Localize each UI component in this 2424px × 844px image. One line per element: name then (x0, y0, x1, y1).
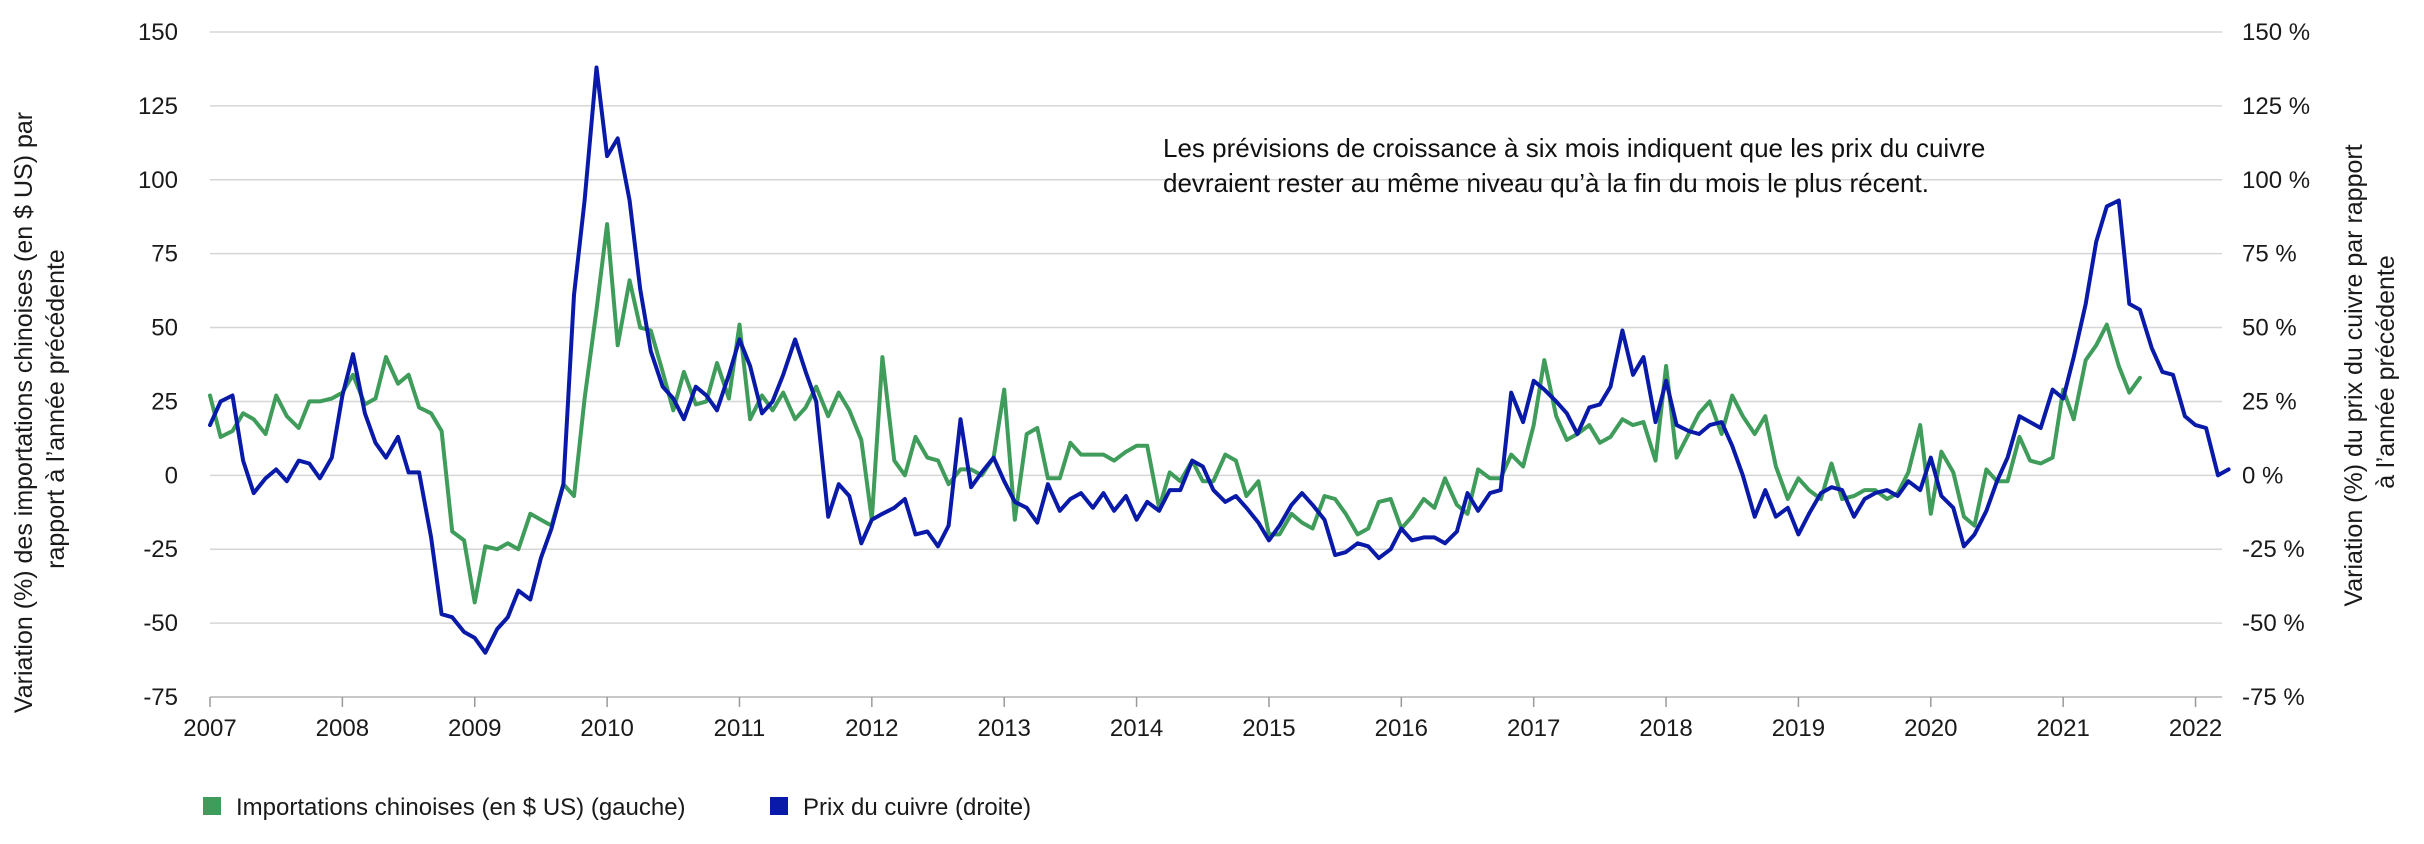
x-tick-label: 2020 (1904, 715, 1957, 742)
y-right-tick-label: 25 % (2242, 388, 2297, 415)
y-left-tick-label: 125 (138, 93, 178, 120)
y-left-tick-label: 75 (151, 241, 178, 268)
x-axis: 2007 2008 2009 2010 2011 2012 2013 2014 2015 2016… (183, 696, 2222, 742)
y-right-tick-label: 100 % (2242, 167, 2310, 194)
y-left-tick-label: -25 (143, 536, 178, 563)
y-right-tick-label: -75 % (2242, 684, 2305, 711)
x-tick-label: 2009 (448, 715, 501, 742)
y-left-tick-label: -50 (143, 610, 178, 637)
y-right-tick-label: -50 % (2242, 610, 2305, 637)
annotation-line-1: Les prévisions de croissance à six mois … (1163, 133, 1985, 163)
y-axis-right-title-line-1: Variation (%) du prix du cuivre par rapp… (2340, 144, 2368, 606)
y-left-tick-label: 25 (151, 388, 178, 415)
x-tick-label: 2012 (845, 715, 898, 742)
series-layer (208, 65, 2231, 655)
legend-label-importations: Importations chinoises (en $ US) (gauche… (236, 794, 686, 821)
gridlines (210, 31, 2222, 698)
x-tick-label: 2015 (1242, 715, 1295, 742)
x-tick-label: 2010 (580, 715, 633, 742)
x-tick-label: 2007 (183, 715, 236, 742)
x-tick-label: 2021 (2036, 715, 2089, 742)
y-axis-left-title: Variation (%) des importations chinoises… (10, 105, 70, 713)
y-right-tick-label: 50 % (2242, 315, 2297, 342)
y-axis-left: 150 125 100 75 50 25 0 -25 -50 -75 (138, 19, 178, 711)
y-right-tick-label: 150 % (2242, 19, 2310, 46)
y-right-tick-label: 0 % (2242, 462, 2283, 489)
y-axis-right-title: Variation (%) du prix du cuivre par rapp… (2340, 137, 2400, 606)
x-tick-label: 2014 (1110, 715, 1163, 742)
x-tick-label: 2017 (1507, 715, 1560, 742)
legend-label-cuivre: Prix du cuivre (droite) (803, 794, 1031, 821)
y-right-tick-label: 75 % (2242, 241, 2297, 268)
x-tick-label: 2013 (978, 715, 1031, 742)
annotation: Les prévisions de croissance à six mois … (1163, 133, 1993, 198)
x-tick-label: 2011 (714, 715, 766, 742)
x-tick-label: 2018 (1639, 715, 1692, 742)
x-tick-label: 2008 (316, 715, 369, 742)
legend: Importations chinoises (en $ US) (gauche… (203, 794, 1031, 821)
y-left-tick-label: 50 (151, 315, 178, 342)
series-line-importations (208, 222, 2142, 605)
legend-swatch-importations (203, 797, 221, 815)
x-tick-label: 2022 (2169, 715, 2222, 742)
y-left-tick-label: 100 (138, 167, 178, 194)
y-left-tick-label: 0 (165, 462, 178, 489)
legend-swatch-cuivre (770, 797, 788, 815)
y-axis-right-title-line-2: à l’année précédente (2372, 255, 2400, 489)
y-left-tick-label: 150 (138, 19, 178, 46)
y-left-tick-label: -75 (143, 684, 178, 711)
y-axis-left-title-line-2: rapport à l’année précédente (42, 249, 70, 569)
annotation-line-2: devraient rester au même niveau qu’à la … (1163, 168, 1929, 198)
y-right-tick-label: -25 % (2242, 536, 2305, 563)
y-axis-right: 150 % 125 % 100 % 75 % 50 % 25 % 0 % -25 % -50 %… (2242, 19, 2310, 711)
series-line-cuivre (208, 65, 2231, 655)
y-right-tick-label: 125 % (2242, 93, 2310, 120)
y-axis-left-title-line-1: Variation (%) des importations chinoises… (10, 112, 38, 713)
x-tick-label: 2019 (1772, 715, 1825, 742)
x-tick-label: 2016 (1375, 715, 1428, 742)
